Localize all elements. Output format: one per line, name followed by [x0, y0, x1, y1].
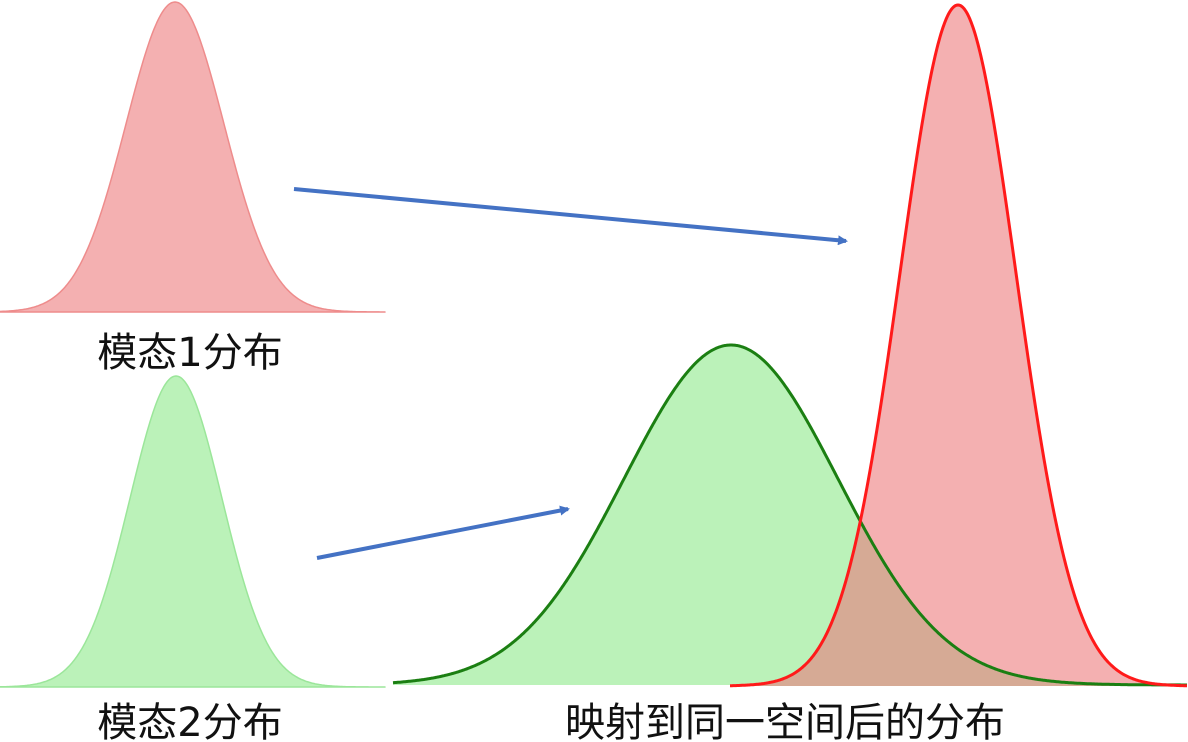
- mapped-red-distribution-fill: [730, 5, 1187, 686]
- mapped-green-distribution-fill: [393, 345, 1187, 685]
- mapped-caption: 映射到同一空间后的分布: [565, 700, 1005, 742]
- mapped-red-distribution-outline: [729, 3, 1188, 688]
- mapping-arrow-modality1: [293, 187, 848, 246]
- modality2-distribution-curve: [0, 375, 386, 688]
- modality2-caption: 模态2分布: [97, 700, 282, 742]
- mapped-green-distribution-outline: [392, 343, 1188, 687]
- modality1-distribution-curve: [0, 1, 386, 313]
- mapping-arrow-modality2: [316, 505, 570, 560]
- modality1-caption: 模态1分布: [97, 330, 282, 376]
- mapped-overlap-region: [730, 522, 1187, 686]
